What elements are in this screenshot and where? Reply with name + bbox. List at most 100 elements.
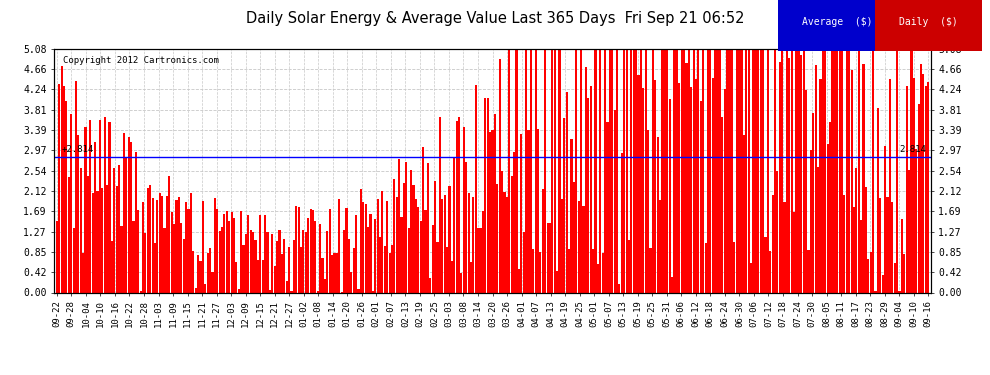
Bar (680, 49, 683, 292)
Bar (104, 117, 106, 292)
Bar (298, 207, 300, 292)
Bar (446, 247, 448, 292)
Bar (487, 98, 489, 292)
Bar (867, 260, 869, 292)
Bar (918, 104, 920, 292)
Bar (533, 249, 535, 292)
Bar (384, 246, 386, 292)
Bar (283, 239, 285, 292)
Bar (511, 176, 513, 292)
Bar (829, 122, 832, 292)
Bar (651, 49, 654, 292)
Bar (153, 243, 156, 292)
Bar (166, 196, 168, 292)
Bar (535, 49, 537, 292)
Bar (834, 49, 836, 292)
Bar (197, 255, 199, 292)
Bar (837, 49, 839, 292)
Bar (822, 49, 824, 292)
Bar (693, 49, 695, 292)
Bar (815, 65, 817, 292)
Bar (243, 245, 245, 292)
Bar (355, 215, 357, 292)
Bar (314, 221, 317, 292)
Text: Copyright 2012 Cartronics.com: Copyright 2012 Cartronics.com (63, 56, 219, 65)
Bar (391, 245, 393, 292)
Bar (163, 228, 165, 292)
Bar (405, 162, 408, 292)
Bar (664, 49, 666, 292)
Bar (563, 118, 565, 292)
Bar (528, 130, 530, 292)
Bar (96, 191, 99, 292)
Bar (212, 272, 214, 292)
Bar (853, 207, 855, 292)
Bar (465, 162, 467, 292)
Bar (425, 210, 427, 292)
Bar (256, 260, 259, 292)
Bar (173, 224, 175, 292)
Bar (925, 87, 927, 292)
Bar (602, 253, 604, 292)
Bar (410, 170, 412, 292)
Bar (58, 84, 60, 292)
Bar (697, 49, 700, 292)
Bar (386, 201, 388, 292)
Bar (668, 99, 671, 292)
Bar (673, 49, 675, 292)
Bar (700, 100, 702, 292)
Bar (558, 49, 560, 292)
Bar (631, 49, 633, 292)
Bar (273, 266, 276, 292)
Bar (305, 232, 307, 292)
Bar (561, 199, 563, 292)
Bar (207, 252, 209, 292)
Bar (635, 49, 638, 292)
Bar (911, 49, 913, 292)
Bar (195, 288, 197, 292)
Bar (506, 198, 508, 292)
Bar (496, 184, 498, 292)
Bar (209, 248, 211, 292)
Bar (151, 198, 153, 292)
Bar (898, 291, 901, 292)
Bar (745, 49, 747, 292)
Bar (388, 252, 391, 292)
Bar (685, 63, 687, 292)
Bar (123, 134, 125, 292)
Bar (722, 117, 724, 292)
Bar (60, 66, 62, 292)
Bar (726, 49, 729, 292)
Bar (546, 223, 548, 292)
Bar (269, 290, 271, 292)
Bar (182, 239, 185, 292)
Bar (544, 49, 546, 292)
Bar (845, 49, 847, 292)
Bar (705, 243, 707, 292)
Bar (307, 219, 309, 292)
Bar (470, 262, 472, 292)
Bar (158, 193, 160, 292)
Bar (458, 117, 460, 292)
Bar (614, 110, 616, 292)
Bar (606, 122, 609, 292)
Bar (791, 49, 793, 292)
Bar (295, 206, 297, 292)
Bar (913, 78, 915, 292)
Bar (302, 231, 305, 292)
Bar (221, 227, 223, 292)
Bar (783, 202, 786, 292)
Bar (190, 192, 192, 292)
Bar (769, 251, 771, 292)
Bar (656, 137, 658, 292)
Bar (906, 86, 908, 292)
Bar (741, 49, 742, 292)
Bar (869, 252, 872, 292)
Bar (499, 59, 501, 292)
Bar (92, 193, 94, 292)
Bar (319, 224, 321, 292)
Bar (882, 274, 884, 292)
Bar (99, 120, 101, 292)
Bar (178, 197, 180, 292)
Bar (156, 200, 158, 292)
